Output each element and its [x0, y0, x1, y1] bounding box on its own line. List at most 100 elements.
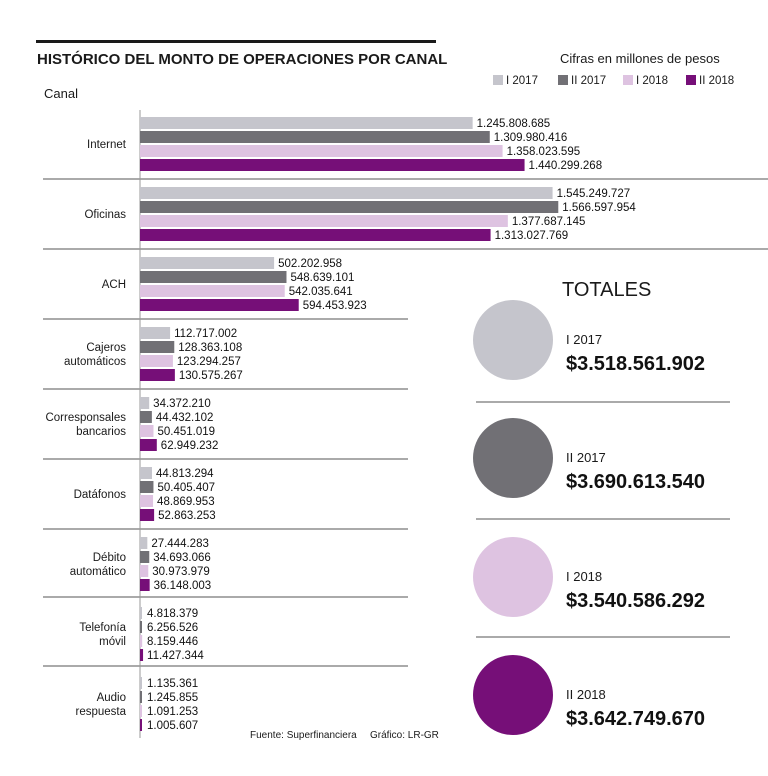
legend-swatch	[623, 75, 633, 85]
bar	[140, 117, 473, 129]
legend: I 2017 II 2017 I 2018 II 2018	[493, 75, 734, 87]
data-label: 30.973.979	[152, 566, 210, 578]
category-label: Telefonía	[79, 622, 126, 634]
bar	[140, 565, 149, 577]
total-value: $3.690.613.540	[566, 471, 705, 493]
data-label: 1.245.855	[147, 692, 198, 704]
category-label: Audio	[97, 692, 126, 704]
bar	[140, 215, 508, 227]
totals-title: TOTALES	[562, 279, 651, 301]
data-label: 50.451.019	[157, 426, 215, 438]
bar	[140, 691, 142, 703]
bar	[140, 551, 150, 563]
bar	[140, 229, 491, 241]
data-label: 27.444.283	[151, 538, 209, 550]
bar	[140, 439, 157, 451]
data-label: 62.949.232	[161, 440, 219, 452]
bar	[140, 145, 503, 157]
category-label: móvil	[99, 636, 126, 648]
total-circle	[473, 537, 553, 617]
category-label: Corresponsales	[45, 412, 126, 424]
data-label: 6.256.526	[147, 622, 198, 634]
bar	[140, 677, 142, 689]
bar	[140, 621, 142, 633]
category-label: respuesta	[75, 706, 126, 718]
data-label: 1.313.027.769	[495, 230, 569, 242]
total-value: $3.518.561.902	[566, 353, 705, 375]
bar	[140, 411, 152, 423]
category-label: Internet	[87, 139, 127, 151]
total-period: II 2017	[566, 450, 606, 465]
title-rule	[36, 40, 436, 43]
legend-label: I 2018	[636, 75, 668, 87]
total-value: $3.540.586.292	[566, 590, 705, 612]
legend-swatch	[558, 75, 568, 85]
bar	[140, 705, 142, 717]
bar	[140, 719, 142, 731]
bar	[140, 467, 152, 479]
data-label: 1.091.253	[147, 706, 198, 718]
data-label: 1.377.687.145	[512, 216, 586, 228]
bar	[140, 495, 154, 507]
legend-swatch	[493, 75, 503, 85]
units-note: Cifras en millones de pesos	[560, 51, 720, 66]
data-label: 130.575.267	[179, 370, 243, 382]
category-label: ACH	[102, 279, 126, 291]
category-label: Oficinas	[84, 209, 126, 221]
category-label: Débito	[93, 552, 126, 564]
data-label: 44.432.102	[156, 412, 214, 424]
bar	[140, 201, 559, 213]
bar	[140, 285, 285, 297]
data-label: 34.693.066	[153, 552, 211, 564]
data-label: 44.813.294	[156, 468, 214, 480]
data-label: 542.035.641	[289, 286, 353, 298]
chart-title: HISTÓRICO DEL MONTO DE OPERACIONES POR C…	[37, 50, 447, 68]
credit-note: Gráfico: LR-GR	[370, 730, 439, 741]
data-label: 1.005.607	[147, 720, 198, 732]
data-label: 548.639.101	[290, 272, 354, 284]
data-label: 1.440.299.268	[529, 160, 603, 172]
data-label: 1.566.597.954	[562, 202, 636, 214]
legend-swatch	[686, 75, 696, 85]
bar	[140, 635, 143, 647]
bar	[140, 481, 154, 493]
data-label: 1.245.808.685	[477, 118, 551, 130]
data-label: 1.545.249.727	[557, 188, 631, 200]
source-note: Fuente: Superfinanciera	[250, 730, 357, 741]
bar	[140, 425, 154, 437]
y-axis-label: Canal	[44, 86, 78, 101]
bar	[140, 509, 155, 521]
bar	[140, 341, 175, 353]
chart-rows: Internet 1.245.808.685 1.309.980.416 1.358.…	[43, 110, 768, 738]
data-label: 4.818.379	[147, 608, 198, 620]
data-label: 34.372.210	[153, 398, 211, 410]
bar	[140, 159, 525, 171]
data-label: 8.159.446	[147, 636, 198, 648]
total-period: I 2018	[566, 569, 602, 584]
total-value: $3.642.749.670	[566, 708, 705, 730]
bar	[140, 369, 175, 381]
category-label: Datáfonos	[74, 489, 127, 501]
data-label: 1.135.361	[147, 678, 198, 690]
bar	[140, 397, 150, 409]
bar	[140, 537, 148, 549]
bar	[140, 187, 553, 199]
category-label: automático	[70, 566, 126, 578]
data-label: 128.363.108	[178, 342, 242, 354]
legend-label: II 2017	[571, 75, 606, 87]
data-label: 1.309.980.416	[494, 132, 568, 144]
data-label: 11.427.344	[147, 650, 204, 662]
data-label: 594.453.923	[303, 300, 367, 312]
data-label: 1.358.023.595	[507, 146, 581, 158]
bar	[140, 649, 144, 661]
bar	[140, 271, 287, 283]
total-circle	[473, 418, 553, 498]
total-period: II 2018	[566, 687, 606, 702]
bar	[140, 327, 171, 339]
data-label: 123.294.257	[177, 356, 241, 368]
category-label: bancarios	[76, 426, 126, 438]
bar	[140, 607, 142, 619]
category-label: Cajeros	[86, 342, 126, 354]
bar	[140, 579, 150, 591]
